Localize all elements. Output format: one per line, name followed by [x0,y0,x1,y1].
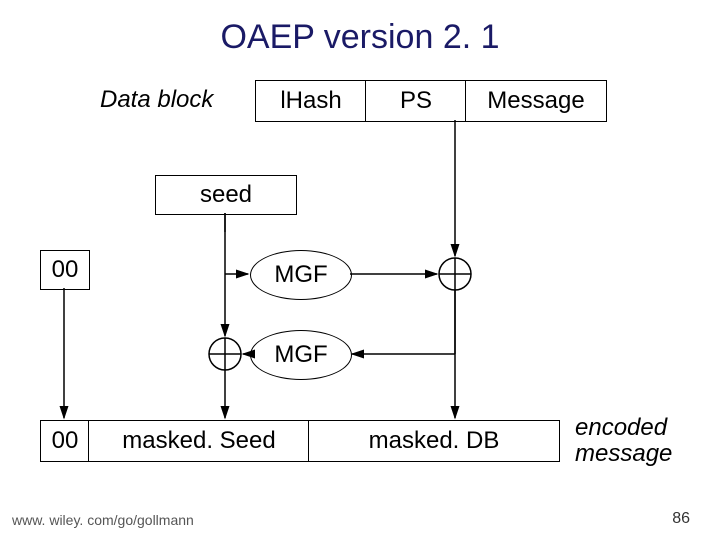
masked-seed-box: masked. Seed [88,420,310,462]
mgf2-oval: MGF [250,330,352,380]
data-block-label: Data block [100,86,213,114]
zero-bottom-box: 00 [40,420,90,462]
message-box: Message [465,80,607,122]
footer-url: www. wiley. com/go/gollmann [12,512,194,528]
slide-title: OAEP version 2. 1 [0,18,720,57]
seed-box: seed [155,175,297,215]
ps-box: PS [365,80,467,122]
page-number: 86 [672,510,690,528]
lhash-box: lHash [255,80,367,122]
mgf1-oval: MGF [250,250,352,300]
encoded-message-label: encodedmessage [575,415,672,468]
zero-top-box: 00 [40,250,90,290]
masked-db-box: masked. DB [308,420,560,462]
